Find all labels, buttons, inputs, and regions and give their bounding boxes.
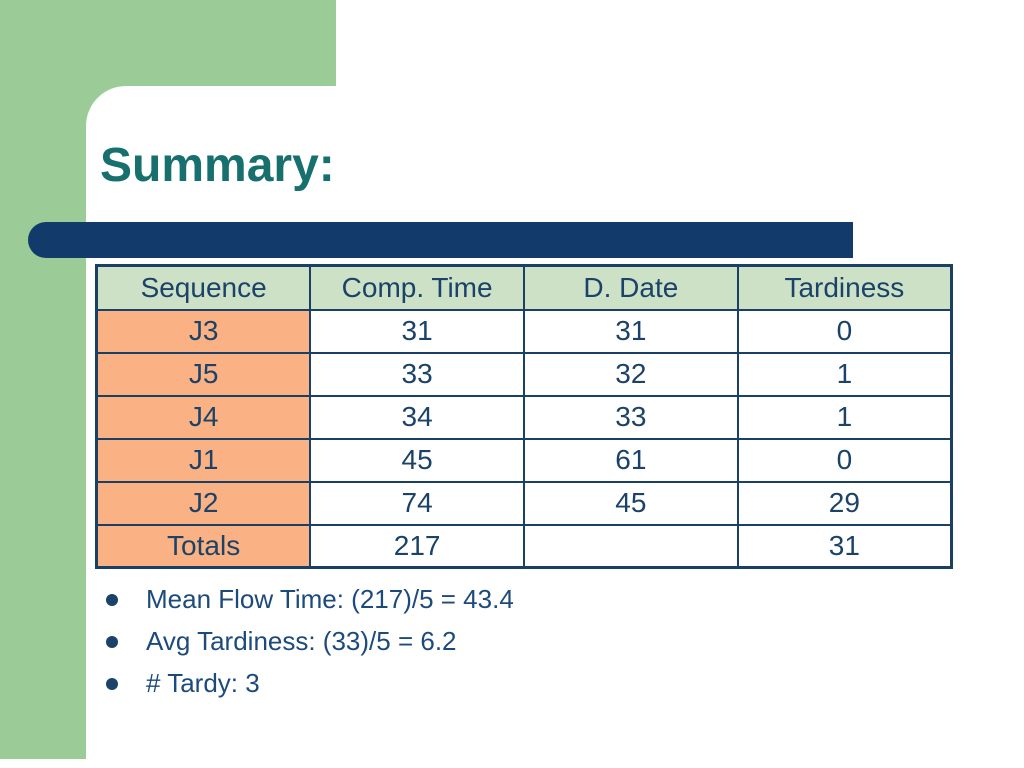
table-row: J1 45 61 0 (95, 437, 953, 483)
tardiness-cell: 0 (736, 308, 953, 354)
d-date-cell: 33 (523, 394, 739, 440)
bullet-list: Mean Flow Time: (217)/5 = 43.4 Avg Tardi… (106, 586, 956, 712)
totals-label-cell: Totals (95, 523, 312, 569)
title-underline-bar (28, 222, 853, 258)
sequence-cell: J5 (95, 351, 312, 397)
bullet-icon (106, 677, 118, 690)
slide-title: Summary: (100, 139, 335, 192)
comp-time-cell: 45 (309, 437, 525, 483)
column-header-comp-time: Comp. Time (309, 264, 525, 311)
bullet-icon (106, 593, 118, 606)
d-date-cell: 31 (523, 308, 739, 354)
comp-time-cell: 74 (309, 480, 525, 526)
tardiness-total-cell: 31 (736, 523, 953, 569)
d-date-cell: 45 (523, 480, 739, 526)
column-header-sequence: Sequence (95, 264, 312, 311)
summary-table-container: Sequence Comp. Time D. Date Tardiness J3… (95, 264, 953, 569)
sequence-cell: J3 (95, 308, 312, 354)
table-row-totals: Totals 217 31 (95, 523, 953, 569)
summary-table: Sequence Comp. Time D. Date Tardiness J3… (95, 264, 953, 569)
bullet-text-mean-flow-time: Mean Flow Time: (217)/5 = 43.4 (146, 584, 514, 614)
d-date-empty-cell (523, 523, 739, 569)
sequence-cell: J1 (95, 437, 312, 483)
table-row: J4 34 33 1 (95, 394, 953, 440)
comp-time-cell: 33 (309, 351, 525, 397)
column-header-d-date: D. Date (523, 264, 739, 311)
tardiness-cell: 1 (736, 351, 953, 397)
d-date-cell: 32 (523, 351, 739, 397)
table-row: J5 33 32 1 (95, 351, 953, 397)
column-header-tardiness: Tardiness (736, 264, 953, 311)
list-item: # Tardy: 3 (106, 670, 956, 697)
list-item: Mean Flow Time: (217)/5 = 43.4 (106, 586, 956, 613)
tardiness-cell: 0 (736, 437, 953, 483)
table-row: J3 31 31 0 (95, 308, 953, 354)
tardiness-cell: 1 (736, 394, 953, 440)
bullet-icon (106, 635, 118, 648)
table-row: J2 74 45 29 (95, 480, 953, 526)
d-date-cell: 61 (523, 437, 739, 483)
table-header-row: Sequence Comp. Time D. Date Tardiness (95, 264, 953, 311)
sequence-cell: J2 (95, 480, 312, 526)
bullet-text-num-tardy: # Tardy: 3 (146, 668, 260, 698)
comp-time-cell: 34 (309, 394, 525, 440)
comp-time-cell: 31 (309, 308, 525, 354)
list-item: Avg Tardiness: (33)/5 = 6.2 (106, 628, 956, 655)
sequence-cell: J4 (95, 394, 312, 440)
comp-time-total-cell: 217 (309, 523, 525, 569)
tardiness-cell: 29 (736, 480, 953, 526)
bullet-text-avg-tardiness: Avg Tardiness: (33)/5 = 6.2 (146, 626, 457, 656)
